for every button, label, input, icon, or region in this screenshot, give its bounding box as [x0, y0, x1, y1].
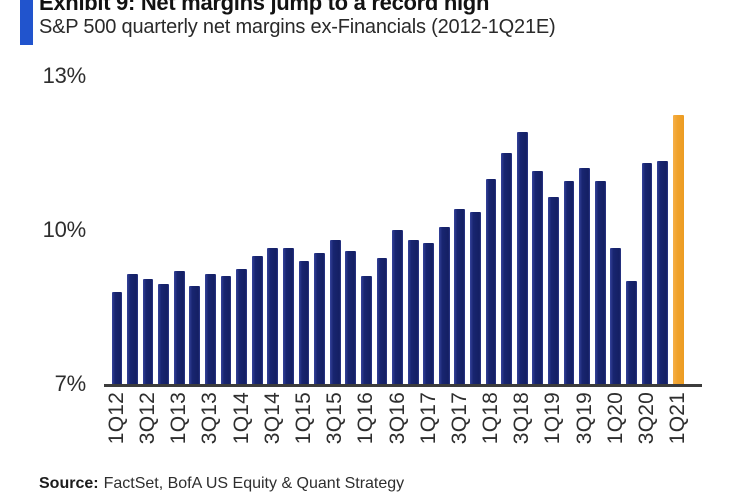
- source-label: Source:: [39, 475, 99, 492]
- bar-3Q17: [454, 209, 466, 384]
- plot-area: [106, 76, 702, 384]
- bar-1Q17: [423, 242, 435, 384]
- x-axis-label-3Q13: 3Q13: [198, 392, 222, 445]
- bar-3Q12: [142, 278, 154, 384]
- bar-4Q12: [158, 283, 170, 384]
- bar-4Q14: [282, 247, 294, 384]
- x-axis-label-3Q15: 3Q15: [323, 392, 347, 445]
- bar-4Q13: [220, 276, 232, 384]
- x-axis-label-3Q20: 3Q20: [634, 392, 658, 445]
- bar-4Q20: [657, 160, 668, 384]
- bar-2Q12: [127, 273, 138, 384]
- bar-4Q16: [407, 240, 419, 384]
- bar-2Q16: [376, 258, 388, 384]
- y-axis-tick-13pct: 13%: [42, 63, 87, 88]
- bar-2Q14: [251, 255, 263, 384]
- x-axis-label-1Q12: 1Q12: [104, 392, 128, 445]
- source-note: Source: FactSet, BofA US Equity & Quant S…: [39, 474, 404, 493]
- bar-2Q15: [314, 253, 325, 384]
- x-axis-label-1Q14: 1Q14: [229, 392, 253, 445]
- y-axis-tick-10pct: 10%: [42, 217, 87, 242]
- x-axis-label-1Q17: 1Q17: [416, 392, 440, 445]
- exhibit-accent-bar: [20, 0, 33, 45]
- x-axis-label-3Q16: 3Q16: [385, 392, 409, 445]
- bar-4Q18: [532, 170, 544, 384]
- x-axis-label-1Q16: 1Q16: [354, 392, 378, 445]
- bar-1Q18: [485, 178, 497, 384]
- x-axis-label-1Q21: 1Q21: [666, 392, 690, 445]
- x-axis-line: [104, 384, 702, 387]
- bar-3Q13: [205, 273, 216, 384]
- bar-3Q16: [392, 230, 403, 384]
- x-axis-label-3Q19: 3Q19: [572, 392, 596, 445]
- bar-1Q14: [236, 268, 248, 384]
- exhibit-subtitle: S&P 500 quarterly net margins ex-Financi…: [39, 16, 556, 38]
- x-axis-label-1Q15: 1Q15: [291, 392, 315, 445]
- x-axis-label-3Q18: 3Q18: [510, 392, 534, 445]
- bar-2Q18: [501, 153, 513, 384]
- bar-2Q20: [625, 281, 637, 384]
- bar-2Q19: [563, 181, 575, 384]
- bar-1Q12: [111, 291, 123, 384]
- bar-3Q15: [329, 240, 341, 384]
- bar-2Q17: [438, 227, 450, 384]
- bar-1Q16: [360, 276, 372, 384]
- bar-1Q15: [298, 260, 310, 384]
- y-axis-tick-7pct: 7%: [54, 371, 87, 396]
- bar-3Q14: [267, 247, 279, 384]
- bar-4Q15: [345, 250, 357, 384]
- source-text: FactSet, BofA US Equity & Quant Strategy: [103, 475, 405, 492]
- x-axis-label-1Q18: 1Q18: [479, 392, 503, 445]
- bar-4Q19: [594, 181, 606, 384]
- x-axis-label-1Q20: 1Q20: [603, 392, 627, 445]
- bar-3Q19: [579, 168, 590, 384]
- exhibit-title: Exhibit 9: Net margins jump to a record …: [39, 0, 490, 15]
- x-axis-label-3Q12: 3Q12: [136, 392, 160, 445]
- x-axis-label-1Q19: 1Q19: [541, 392, 565, 445]
- bar-1Q20: [610, 247, 622, 384]
- x-axis-label-1Q13: 1Q13: [167, 392, 191, 445]
- bar-2Q13: [189, 286, 201, 384]
- bar-3Q20: [641, 163, 653, 384]
- bar-1Q19: [548, 196, 559, 384]
- bar-3Q18: [516, 132, 528, 384]
- bar-highlight-1Q21: [672, 114, 684, 384]
- bar-4Q17: [470, 212, 481, 384]
- x-axis-label-3Q14: 3Q14: [260, 392, 284, 445]
- bar-1Q13: [173, 271, 185, 384]
- x-axis-label-3Q17: 3Q17: [447, 392, 471, 445]
